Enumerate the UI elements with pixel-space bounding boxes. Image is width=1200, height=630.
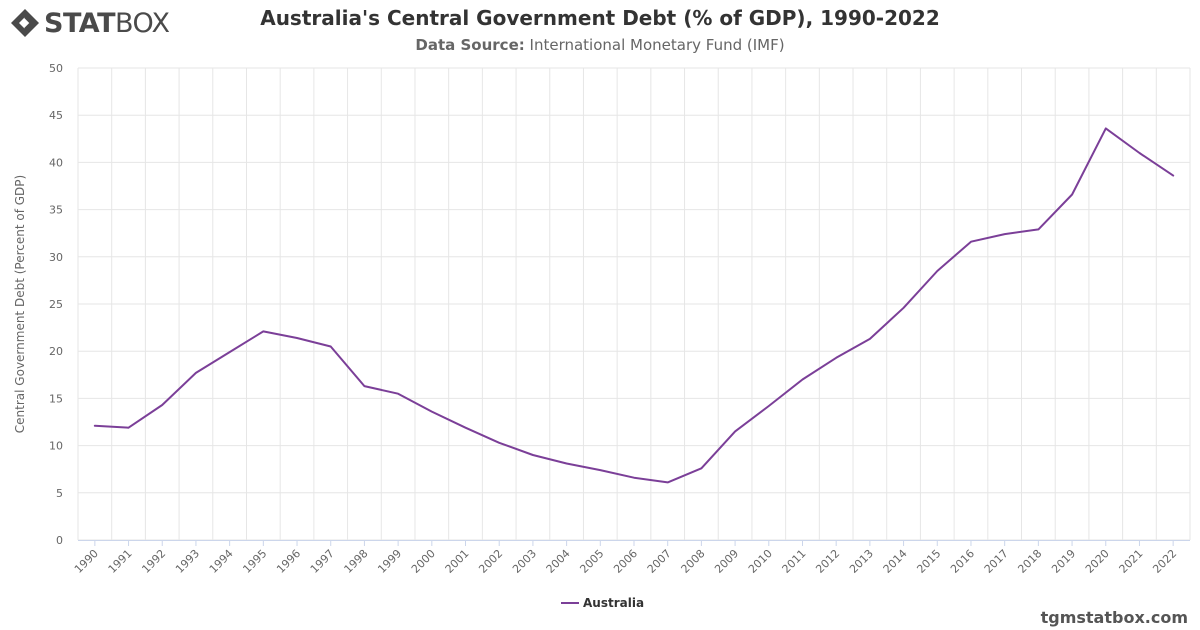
x-tick-label-2017: 2017 (982, 547, 1011, 576)
x-tick-label-2014: 2014 (881, 547, 910, 576)
x-tick-label-2010: 2010 (746, 547, 775, 576)
x-tick-label-2012: 2012 (813, 547, 842, 576)
y-tick-label-40: 40 (49, 156, 63, 169)
diamond-logo-icon (11, 9, 39, 37)
x-tick-label-1998: 1998 (342, 547, 371, 576)
y-tick-label-30: 30 (49, 251, 63, 264)
y-tick-label-25: 25 (49, 298, 63, 311)
x-tick-label-2003: 2003 (510, 547, 539, 576)
source-label: Data Source: (415, 36, 525, 54)
y-tick-label-10: 10 (49, 440, 63, 453)
x-tick-label-1990: 1990 (72, 547, 101, 576)
x-tick-label-2019: 2019 (1049, 547, 1078, 576)
x-tick-label-2004: 2004 (544, 547, 573, 576)
y-tick-label-45: 45 (49, 109, 63, 122)
x-tick-label-2005: 2005 (577, 547, 606, 576)
x-tick-label-2020: 2020 (1083, 547, 1112, 576)
x-tick-label-2000: 2000 (409, 547, 438, 576)
x-tick-label-1999: 1999 (375, 547, 404, 576)
x-tick-label-1994: 1994 (207, 547, 236, 576)
y-tick-label-35: 35 (49, 204, 63, 217)
x-tick-label-2008: 2008 (679, 547, 708, 576)
x-tick-label-1997: 1997 (308, 547, 337, 576)
x-tick-label-2011: 2011 (780, 547, 809, 576)
logo-text-bold: STAT (44, 7, 115, 39)
x-tick-label-2022: 2022 (1150, 547, 1179, 576)
x-tick-label-2021: 2021 (1117, 547, 1146, 576)
x-tick-label-1993: 1993 (173, 547, 202, 576)
x-tick-label-2007: 2007 (645, 547, 674, 576)
source-value: International Monetary Fund (IMF) (529, 36, 785, 54)
x-tick-label-2016: 2016 (948, 547, 977, 576)
x-tick-label-2009: 2009 (712, 547, 741, 576)
logo-text-light: BOX (114, 7, 170, 39)
y-axis-title: Central Government Debt (Percent of GDP) (13, 175, 27, 433)
x-tick-label-1995: 1995 (240, 547, 269, 576)
y-tick-label-15: 15 (49, 392, 63, 405)
x-tick-label-2002: 2002 (476, 547, 505, 576)
x-tick-label-1996: 1996 (274, 547, 303, 576)
y-tick-label-0: 0 (56, 534, 63, 547)
x-tick-label-2015: 2015 (914, 547, 943, 576)
x-tick-label-2006: 2006 (611, 547, 640, 576)
y-tick-label-50: 50 (49, 62, 63, 75)
series-line-australia (93, 127, 1175, 484)
chart-title: Australia's Central Government Debt (% o… (260, 6, 940, 30)
x-tick-label-1992: 1992 (139, 547, 168, 576)
chart-subtitle: Data Source: International Monetary Fund… (0, 36, 1200, 54)
logo-text: STATBOX (44, 8, 170, 39)
x-tick-label-2013: 2013 (847, 547, 876, 576)
statbox-logo[interactable]: STATBOX (10, 6, 170, 40)
y-tick-label-20: 20 (49, 345, 63, 358)
x-tick-label-2001: 2001 (443, 547, 472, 576)
site-credit[interactable]: tgmstatbox.com (1040, 608, 1188, 627)
legend-label-australia[interactable]: Australia (583, 596, 644, 610)
x-tick-label-2018: 2018 (1015, 547, 1044, 576)
x-tick-label-1991: 1991 (106, 547, 135, 576)
y-tick-label-5: 5 (56, 487, 63, 500)
